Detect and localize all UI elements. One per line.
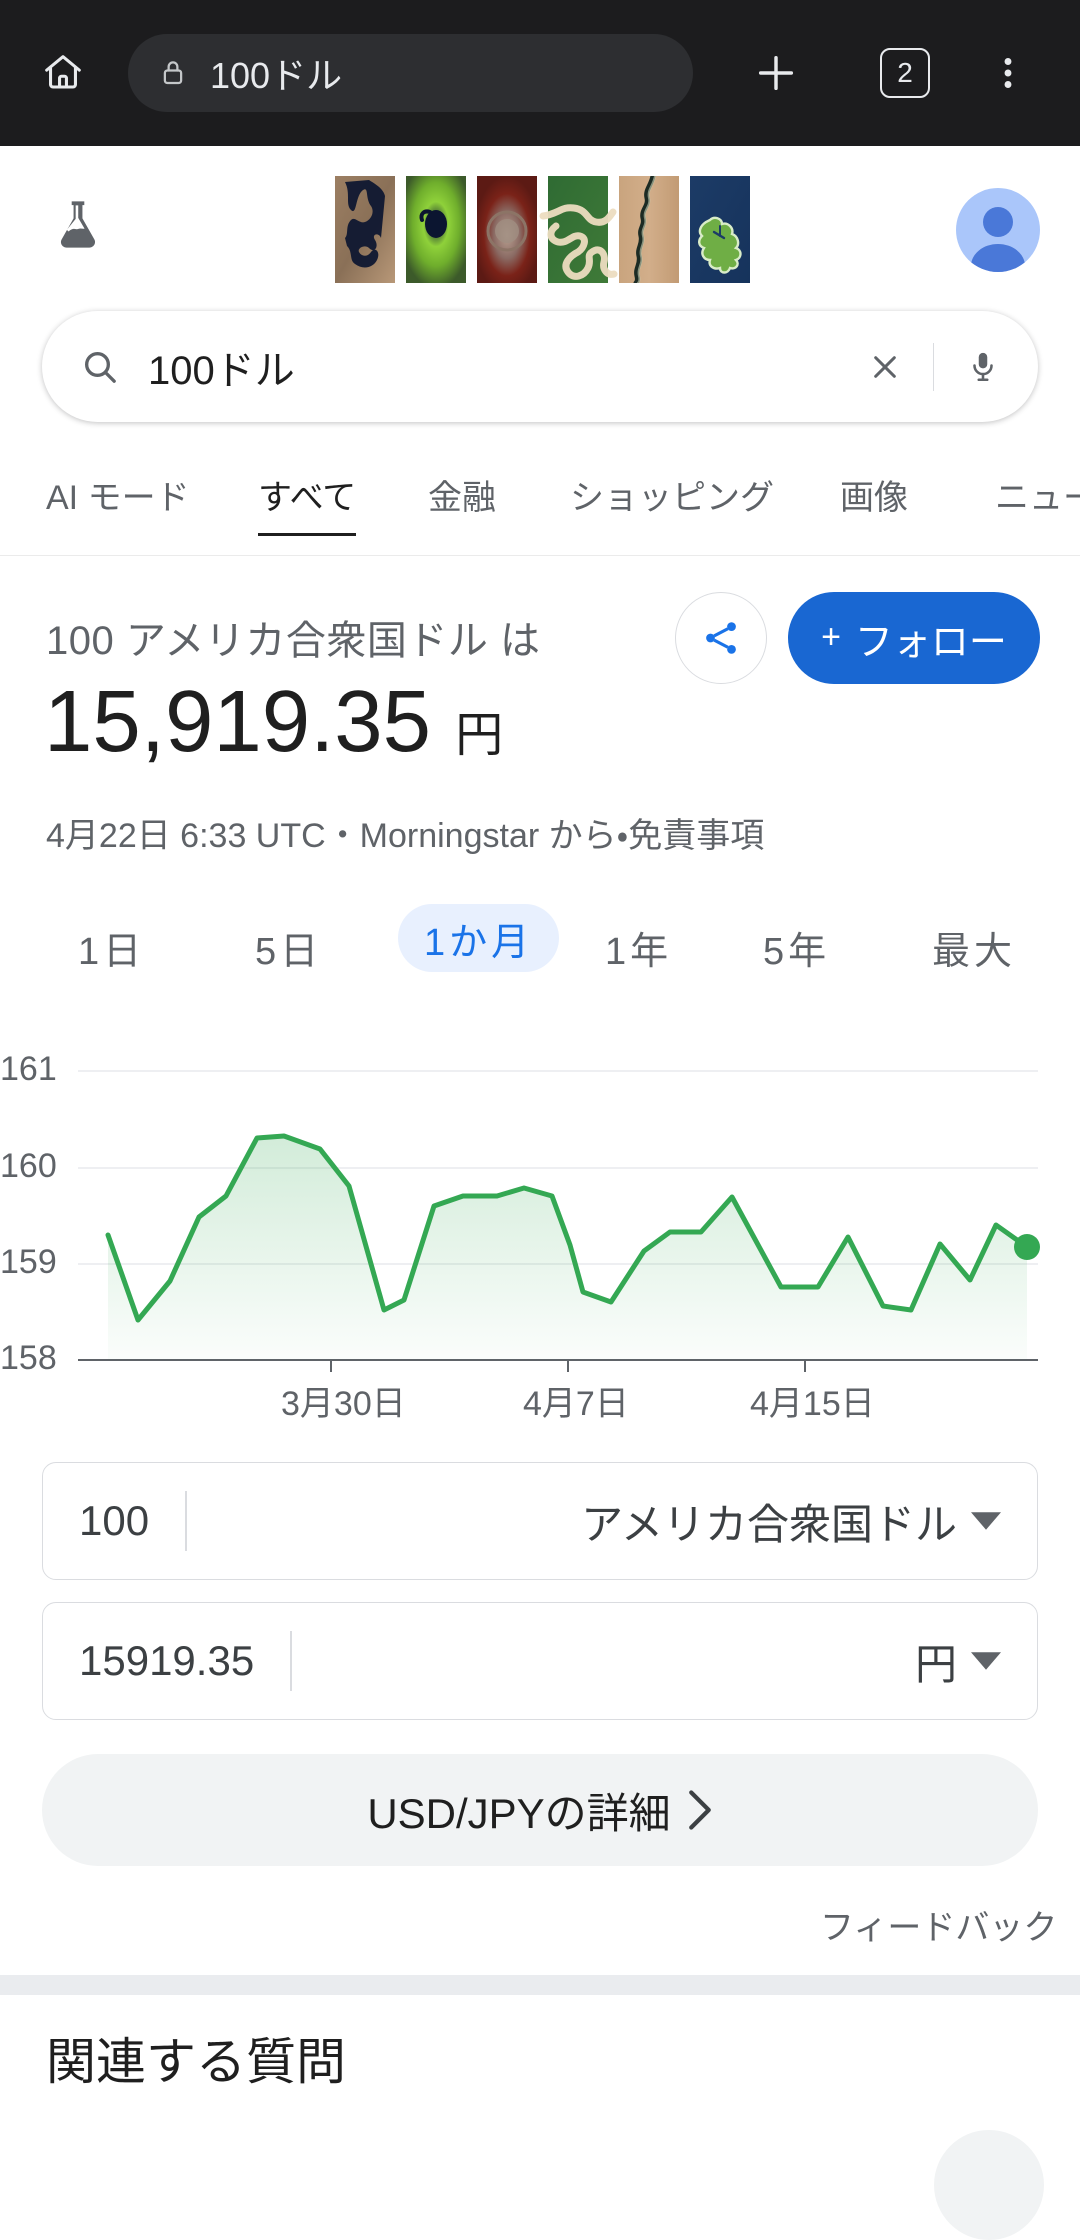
svg-text:4月15日: 4月15日 — [750, 1385, 875, 1423]
svg-text:4月7日: 4月7日 — [523, 1385, 629, 1423]
svg-text:160: 160 — [0, 1147, 57, 1185]
svg-text:3月30日: 3月30日 — [281, 1385, 406, 1423]
svg-text:161: 161 — [0, 1050, 57, 1088]
svg-text:158: 158 — [0, 1339, 57, 1377]
svg-text:159: 159 — [0, 1243, 57, 1281]
